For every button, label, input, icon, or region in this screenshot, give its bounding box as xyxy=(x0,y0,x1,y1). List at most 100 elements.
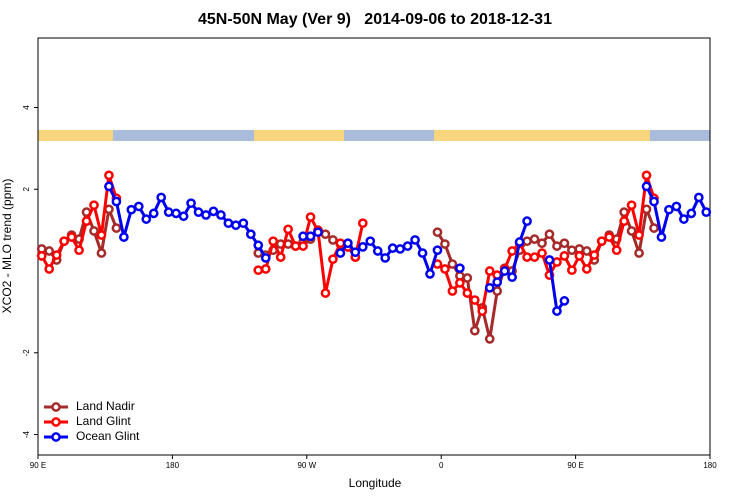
point xyxy=(469,325,480,336)
point xyxy=(626,226,637,236)
point xyxy=(559,296,570,306)
y-tick-label: -2 xyxy=(22,349,31,357)
point xyxy=(619,216,629,227)
point xyxy=(693,192,704,203)
point xyxy=(81,216,92,227)
point xyxy=(507,272,517,283)
point xyxy=(260,253,271,263)
point xyxy=(469,295,480,305)
point xyxy=(395,244,405,254)
point xyxy=(357,242,368,252)
point xyxy=(126,204,137,215)
point xyxy=(656,232,667,242)
point xyxy=(290,241,301,251)
point xyxy=(171,208,181,219)
point xyxy=(522,252,532,262)
point xyxy=(104,170,114,181)
point xyxy=(447,259,458,269)
legend-marker xyxy=(51,432,61,442)
point xyxy=(544,229,555,240)
point xyxy=(66,232,77,242)
point xyxy=(559,238,570,249)
point xyxy=(425,269,435,279)
point xyxy=(96,248,107,258)
point xyxy=(178,211,189,222)
point xyxy=(455,278,465,288)
point xyxy=(522,236,532,247)
x-tick-label: 180 xyxy=(703,461,717,470)
point xyxy=(223,218,234,229)
point xyxy=(552,306,562,316)
point xyxy=(89,200,99,211)
y-axis-title: XCO2 - MLO trend (ppm) xyxy=(0,179,14,314)
chart-title: 45N-50N May (Ver 9) 2014-09-06 to 2018-1… xyxy=(198,11,552,28)
point xyxy=(305,212,316,222)
point xyxy=(626,200,637,211)
point xyxy=(328,254,338,265)
point xyxy=(440,264,450,274)
point xyxy=(529,234,540,244)
point xyxy=(89,226,99,236)
point xyxy=(634,248,644,258)
point xyxy=(596,236,607,247)
ocean-strip xyxy=(38,130,710,141)
point xyxy=(111,196,122,207)
point xyxy=(492,286,503,296)
point xyxy=(343,238,353,249)
point xyxy=(492,277,503,287)
point xyxy=(649,223,659,233)
point xyxy=(484,282,495,293)
legend-label: Land Nadir xyxy=(76,399,135,413)
point xyxy=(44,246,55,256)
point xyxy=(634,230,644,240)
point xyxy=(410,235,420,245)
point xyxy=(432,227,443,238)
point xyxy=(380,253,391,263)
point xyxy=(641,181,652,192)
point xyxy=(641,170,652,181)
x-tick-label: 90 W xyxy=(297,461,316,470)
point xyxy=(581,264,592,274)
point xyxy=(686,208,697,219)
point xyxy=(611,245,622,256)
point xyxy=(36,251,47,261)
point xyxy=(216,210,226,220)
legend-marker xyxy=(51,417,61,427)
point xyxy=(253,265,264,276)
point xyxy=(186,198,196,209)
legend-marker xyxy=(51,402,61,412)
point xyxy=(298,231,308,242)
point xyxy=(499,266,510,276)
point xyxy=(701,207,712,218)
point xyxy=(44,264,55,274)
point xyxy=(96,230,107,240)
point xyxy=(544,255,555,265)
point xyxy=(402,241,413,251)
point xyxy=(328,235,338,245)
y-tick-label: 4 xyxy=(22,105,31,110)
point xyxy=(320,288,331,298)
point xyxy=(552,257,562,267)
point xyxy=(649,196,659,207)
point xyxy=(357,218,368,229)
point xyxy=(350,247,361,258)
point xyxy=(163,207,174,218)
point xyxy=(51,250,62,260)
x-tick-label: 0 xyxy=(439,461,444,470)
point xyxy=(305,231,316,242)
point xyxy=(567,265,577,276)
point xyxy=(313,227,323,238)
point xyxy=(201,210,211,220)
point xyxy=(119,232,129,242)
point xyxy=(59,236,69,247)
point xyxy=(298,241,308,251)
point xyxy=(589,250,600,260)
point xyxy=(514,237,525,247)
point xyxy=(335,248,346,258)
point xyxy=(447,286,458,296)
point xyxy=(671,201,682,212)
point xyxy=(529,252,540,262)
point xyxy=(679,214,689,224)
map-strip xyxy=(38,130,710,141)
